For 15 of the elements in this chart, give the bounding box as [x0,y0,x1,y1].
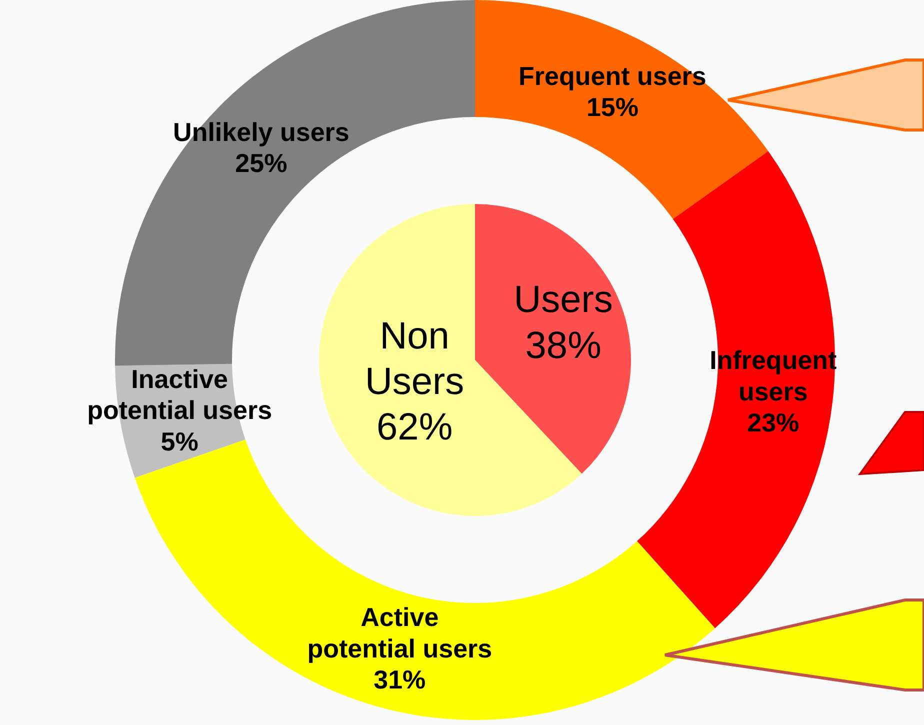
donut-slice [637,151,835,628]
slice-label: Users [514,279,613,322]
donut-slice [115,0,475,366]
data-label: 31% [374,664,426,694]
data-label: 23% [747,407,800,438]
donut-slice [475,0,768,220]
pie-slice [475,204,631,474]
data-label: 38% [525,324,602,367]
data-label: 5% [160,426,198,456]
data-label: 62% [376,406,453,449]
data-label: 25% [235,148,288,178]
slice-label: Non Users [364,315,464,403]
data-label: 15% [586,92,638,122]
slice-label: Inactive potential users [87,364,272,425]
slice-label: Active potential users [307,602,492,664]
